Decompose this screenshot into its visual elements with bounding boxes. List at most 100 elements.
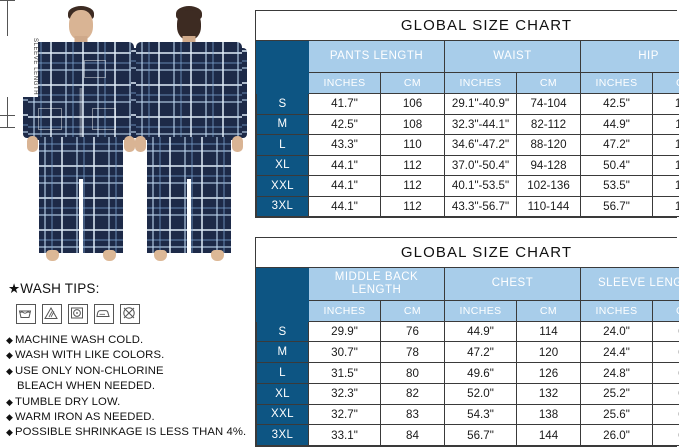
cell-value: 26.0" (580, 424, 653, 446)
leg-gap (187, 179, 191, 253)
do-not-dryclean-icon (120, 304, 140, 324)
bullet-icon: ◆ (6, 350, 14, 361)
cell-value: 53.5" (580, 175, 653, 197)
cell-value: 25.2" (580, 382, 653, 405)
cell-value: 32.3"-44.1" (444, 113, 517, 135)
cell-value: 108 (380, 113, 445, 135)
cell-value: 34.6"-47.2" (444, 134, 517, 156)
group-header-row: MIDDLE BACK LENGTH CHEST SLEEVE LENGTH (256, 267, 679, 322)
pajama-top (28, 42, 134, 176)
cell-value: 110-144 (516, 195, 581, 217)
bullet-icon: ◆ (6, 335, 14, 345)
cell-value: 37.0"-50.4" (444, 154, 517, 176)
chart-title: GLOBAL SIZE CHART (256, 11, 679, 41)
group-header-chest: CHEST (444, 267, 581, 301)
cell-value: 136 (651, 175, 679, 197)
wash-tip-text: POSSIBLE SHRINKAGE IS LESS THAN 4%. (15, 426, 247, 439)
cell-value: 47.2" (444, 341, 517, 364)
cell-value: 64 (651, 382, 679, 405)
cell-value: 63 (651, 362, 679, 384)
wash-tip-text: MACHINE WASH COLD. (15, 334, 144, 346)
cell-value: 44.1" (308, 175, 381, 197)
cell-value: 43.3"-56.7" (444, 195, 517, 217)
cell-value: 44.9" (580, 113, 653, 135)
cell-value: 106 (380, 93, 445, 115)
cell-value: 82-112 (516, 113, 581, 135)
cell-value: 108 (651, 93, 679, 115)
foot-right (211, 250, 224, 261)
unit-header-inches: INCHES (580, 299, 653, 322)
lower-pocket-left (38, 108, 62, 130)
wash-tip-item: ◆ MACHINE WASH COLD. (6, 333, 250, 348)
cell-value: 29.1"-40.9" (444, 93, 517, 115)
size-chart-table: GLOBAL SIZE CHART MIDDLE BACK LENGTH CHE… (256, 238, 679, 446)
global-size-chart-table-1: GLOBAL SIZE CHART PANTS LENGTH WAIST HIP… (255, 10, 679, 218)
bullet-icon: ◆ (6, 396, 14, 407)
unit-header-row: INCHES CM INCHES CM INCHES CM (257, 72, 679, 94)
size-chart-table: GLOBAL SIZE CHART PANTS LENGTH WAIST HIP… (256, 11, 679, 217)
cell-value: 30.7" (308, 341, 381, 364)
cell-value: 126 (516, 362, 581, 384)
cell-value: 42.5" (580, 93, 653, 115)
group-header-pants-length: PANTS LENGTH (308, 40, 445, 73)
cell-value: 112 (380, 195, 445, 217)
hand-right (124, 136, 135, 152)
wash-tips-title: ★WASH TIPS: (8, 281, 100, 296)
hand-left (135, 136, 146, 152)
group-header-middle-back-length: MIDDLE BACK LENGTH (308, 267, 445, 301)
foot-left (46, 250, 59, 261)
table-row: S 41.7" 106 29.1"-40.9" 74-104 42.5" 108 (256, 93, 679, 115)
wash-tip-item: ◆ POSSIBLE SHRINKAGE IS LESS THAN 4%. (6, 425, 250, 440)
cell-value: 49.6" (444, 362, 517, 384)
cell-value: 128 (651, 154, 679, 176)
cell-value: 52.0" (444, 382, 517, 405)
product-figure: PANT LENGTH SLEEVE LENGTH (0, 0, 252, 278)
cell-value: 74-104 (516, 93, 581, 115)
cell-value: 32.7" (308, 403, 381, 426)
wash-tip-item: ◆ TUMBLE DRY LOW. (6, 395, 250, 410)
chest-pocket (84, 60, 106, 78)
unit-header-cm: CM (516, 72, 581, 94)
size-label: S (256, 93, 309, 115)
cell-value: 29.9" (308, 320, 381, 343)
corner-cell (256, 267, 309, 322)
cell-value: 41.7" (308, 93, 381, 115)
table-row: XXL 44.1" 112 40.1"-53.5" 102-136 53.5" … (256, 175, 679, 197)
size-label: XXL (256, 403, 309, 426)
neck (182, 36, 196, 46)
cell-value: 132 (516, 382, 581, 405)
bullet-icon: ◆ (6, 427, 14, 438)
size-label: L (256, 134, 309, 156)
unit-header-cm: CM (380, 299, 445, 322)
hand-left (27, 136, 38, 152)
cell-value: 112 (380, 154, 445, 176)
corner-cell (256, 40, 309, 94)
cell-value: 62 (651, 341, 679, 364)
table-row: XXL 32.7" 83 54.3" 138 25.6" 65 (256, 403, 679, 426)
unit-header-inches: INCHES (444, 72, 517, 94)
machine-wash-icon (16, 304, 36, 324)
wash-tip-text: BLEACH WHEN NEEDED. (17, 380, 156, 393)
wash-tip-item: ◆ USE ONLY NON-CHLORINE (6, 364, 250, 379)
cell-value: 61 (651, 320, 679, 343)
cell-value: 112 (380, 175, 445, 197)
left-panel: PANT LENGTH SLEEVE LENGTH ★WASH TIPS: (0, 0, 252, 447)
lower-pocket-right (92, 108, 116, 130)
unit-header-inches: INCHES (308, 72, 381, 94)
unit-header-cm: CM (651, 299, 679, 322)
cell-value: 31.5" (308, 362, 381, 384)
group-header-sleeve-length: SLEEVE LENGTH (579, 267, 679, 301)
wash-tip-item: ◆ WARM IRON AS NEEDED. (6, 410, 250, 425)
non-chlorine-bleach-icon (42, 304, 62, 324)
cell-value: 47.2" (580, 134, 653, 156)
unit-header-row: INCHES CM INCHES CM INCHES CM (257, 299, 679, 322)
sleeve-length-label: SLEEVE LENGTH (0, 36, 38, 98)
table-row: M 42.5" 108 32.3"-44.1" 82-112 44.9" 114 (256, 113, 679, 135)
unit-header-inches: INCHES (444, 299, 517, 322)
size-label: 3XL (256, 424, 309, 446)
table-row: 3XL 33.1" 84 56.7" 144 26.0" 66 (256, 424, 679, 446)
bullet-icon: ◆ (6, 412, 14, 423)
table-row: S 29.9" 76 44.9" 114 24.0" 61 (256, 320, 679, 343)
table-row: L 31.5" 80 49.6" 126 24.8" 63 (256, 362, 679, 384)
model-back-view (130, 4, 248, 276)
